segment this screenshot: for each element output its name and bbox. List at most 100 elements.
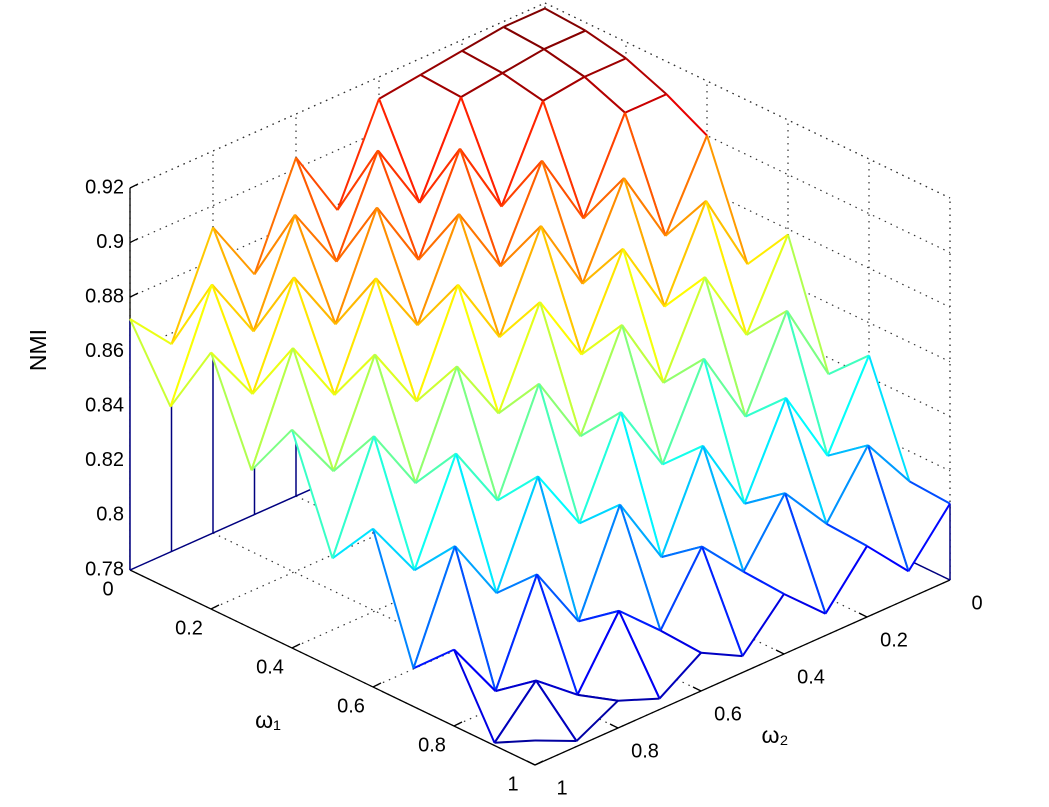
mesh-edge	[417, 213, 460, 261]
mesh-edge	[703, 358, 746, 504]
mesh-edge	[786, 310, 830, 375]
mesh-edge	[581, 177, 625, 285]
mesh-edge	[169, 351, 212, 408]
mesh-edge	[460, 72, 503, 98]
mesh-face	[583, 112, 666, 236]
z-tick-label: 0.82	[85, 449, 124, 471]
mesh-edge	[537, 475, 581, 525]
mesh-edge	[376, 207, 419, 326]
mesh-edge	[461, 50, 503, 75]
mesh-edge	[742, 492, 786, 573]
mesh-face	[584, 58, 667, 113]
mesh-face	[623, 248, 705, 383]
mesh-edge	[539, 301, 582, 437]
mesh-edge	[866, 545, 910, 573]
y-tick	[858, 612, 868, 618]
y-tick	[692, 686, 702, 692]
mesh-edge	[746, 233, 789, 266]
y-tick-label: 0.8	[631, 740, 659, 762]
mesh-edge	[580, 324, 623, 356]
mesh-edge	[741, 593, 785, 657]
mesh-edge	[420, 50, 463, 76]
mesh-edge	[659, 546, 703, 632]
mesh-face	[375, 354, 457, 484]
mesh-edge	[700, 651, 743, 658]
mesh-edge	[502, 48, 545, 75]
mesh-edge	[252, 214, 296, 332]
mesh-face	[702, 546, 784, 657]
mesh-edge	[251, 276, 295, 395]
mesh-edge	[541, 160, 585, 220]
mesh-edge	[413, 648, 455, 670]
mesh-edge	[541, 160, 584, 285]
mesh-edge	[576, 610, 620, 696]
mesh-edge	[579, 411, 622, 438]
mesh-edge	[293, 276, 336, 396]
mesh-edge	[496, 573, 538, 595]
mesh-edge	[332, 435, 375, 472]
mesh-edge	[332, 354, 376, 472]
mesh-face	[335, 207, 418, 326]
mesh-face	[337, 98, 420, 211]
mesh-face	[496, 476, 579, 622]
mesh-edge	[619, 504, 663, 558]
mesh-edge	[377, 150, 420, 261]
mesh-edge	[664, 200, 707, 237]
x-tick-label: 0	[102, 578, 113, 600]
mesh-face	[461, 73, 543, 207]
mesh-face	[706, 200, 788, 335]
mesh-edge	[743, 397, 787, 505]
mesh-edge	[704, 276, 748, 336]
mesh-edge	[786, 310, 829, 457]
mesh-edge	[703, 358, 747, 418]
mesh-face	[213, 214, 295, 332]
y-axis	[534, 579, 951, 766]
mesh-face	[454, 649, 536, 743]
mesh-edge	[418, 96, 462, 204]
x-axis-label: ω₁	[255, 707, 281, 733]
mesh-edge	[535, 679, 578, 696]
mesh-edge	[453, 648, 497, 692]
mesh-edge	[336, 98, 380, 211]
mesh-edge	[909, 480, 951, 505]
mesh-face	[582, 178, 665, 307]
y-tick-label: 0.2	[880, 629, 908, 651]
mesh-face	[826, 445, 909, 572]
mesh-edge	[500, 100, 544, 208]
mesh-face	[577, 610, 660, 701]
mesh-edge	[373, 435, 417, 484]
mesh-edge	[617, 697, 660, 702]
mesh-edge	[662, 357, 705, 384]
x-tick-label: 0.2	[175, 617, 203, 639]
mesh-edge	[503, 7, 546, 28]
mesh-edge	[826, 355, 870, 457]
mesh-edge	[785, 397, 828, 525]
mesh-edge	[827, 444, 869, 457]
mesh-face	[498, 302, 581, 437]
mesh-face	[743, 493, 826, 614]
mesh-edge	[582, 177, 625, 220]
mesh-edge	[618, 610, 661, 700]
mesh-edge	[250, 347, 294, 471]
mesh-edge	[867, 444, 911, 483]
mesh-edge	[253, 157, 297, 275]
mesh-edge	[169, 284, 213, 408]
mesh-edge	[292, 347, 336, 396]
mesh-face	[661, 445, 744, 572]
mesh-edge	[783, 593, 826, 615]
mesh-face	[578, 504, 661, 631]
mesh-face	[456, 453, 538, 594]
mesh-face	[620, 504, 702, 631]
mesh-face	[170, 284, 253, 407]
mesh-face	[624, 178, 706, 307]
mesh-edge	[211, 283, 255, 333]
mesh-edge	[210, 351, 254, 395]
mesh-face	[416, 284, 499, 414]
mesh-edge	[496, 475, 539, 502]
mesh-edge	[291, 429, 335, 472]
mesh-edge	[129, 318, 173, 345]
mesh-face	[868, 445, 950, 572]
mesh-edge	[498, 301, 541, 338]
mesh-edge	[373, 435, 416, 571]
mesh-edge	[418, 148, 461, 204]
